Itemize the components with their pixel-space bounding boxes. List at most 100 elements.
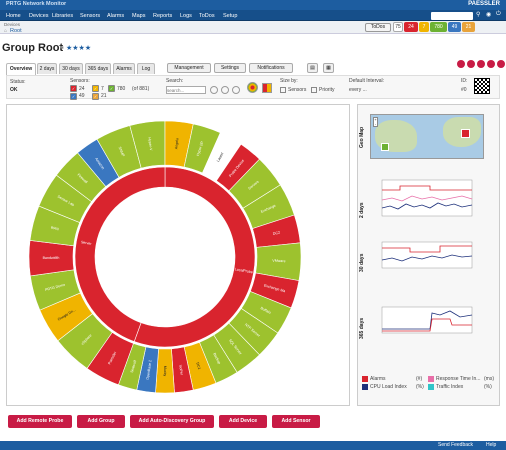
sunburst-outer-13-label: Laurel	[216, 152, 224, 163]
status-label: Status:	[10, 79, 26, 85]
filter-up-checkbox[interactable]: ✓	[108, 85, 115, 92]
badge-warning[interactable]: 7	[419, 22, 429, 32]
nav-setup[interactable]: Setup	[223, 13, 238, 19]
add-remote-probe-button[interactable]: Add Remote Probe	[8, 415, 72, 428]
favorite-icon[interactable]: ⚑	[59, 46, 65, 52]
nav-todos[interactable]: ToDos	[199, 13, 215, 19]
view-option-3-icon[interactable]	[232, 86, 240, 94]
sunburst-outer-25-label: IsoPer	[178, 364, 184, 376]
filter-paused-checkbox[interactable]: ✓	[70, 93, 77, 100]
nav-logs[interactable]: Logs	[180, 13, 192, 19]
home-icon[interactable]: ⌂	[4, 28, 8, 34]
nav-devices[interactable]: Devices	[29, 13, 49, 19]
nav-maps[interactable]: Maps	[132, 13, 146, 19]
breadcrumb-sub[interactable]: Devices	[4, 22, 21, 27]
badge-up[interactable]: 780	[430, 22, 447, 32]
add-auto-discovery-group-button[interactable]: Add Auto-Discovery Group	[130, 415, 214, 428]
sunburst-inner-0[interactable]	[133, 166, 256, 348]
filter-unusual-checkbox[interactable]: ✓	[92, 93, 99, 100]
notifications-button[interactable]: Notifications	[249, 63, 293, 73]
main-nav	[0, 10, 506, 21]
settings-button[interactable]: Settings	[214, 63, 246, 73]
priority-stars[interactable]: ★★★★	[66, 45, 92, 52]
badge-paused[interactable]: 49	[448, 22, 461, 32]
breadcrumb-root[interactable]: Root	[10, 28, 22, 34]
size-priority-checkbox[interactable]	[311, 87, 317, 93]
sunburst-outer-28[interactable]	[118, 343, 147, 391]
view-option-1-icon[interactable]	[210, 86, 218, 94]
sunburst-outer-10-label: Hyper-V	[147, 137, 153, 151]
search-icon[interactable]: ⚲	[476, 12, 481, 18]
logout-icon[interactable]: ⏻	[496, 11, 501, 17]
legend-label-traffic: Traffic Index	[436, 384, 464, 390]
nav-reports[interactable]: Reports	[153, 13, 173, 19]
sunburst-inner-0-label: LocalProbe	[234, 267, 253, 274]
graph-30days[interactable]	[370, 240, 486, 276]
interval-label: Default Interval:	[349, 78, 385, 84]
zoom-control-icon[interactable]: + -	[373, 117, 378, 127]
pause-circle-icon[interactable]	[467, 60, 475, 68]
graph-label-geomap: Geo Map	[359, 126, 365, 148]
tab-365days[interactable]: 365 days	[85, 63, 111, 74]
sunburst-outer-4-label: Bandwidth	[43, 256, 60, 260]
geo-marker-eu[interactable]	[461, 129, 470, 138]
tab-overview[interactable]: Overview	[6, 63, 36, 75]
management-button[interactable]: Management	[167, 63, 211, 73]
tab-alarms[interactable]: Alarms	[113, 63, 135, 74]
geo-map[interactable]: + -	[370, 114, 484, 159]
legend-swatch-alarms	[362, 376, 368, 382]
delete-circle-icon[interactable]	[487, 60, 495, 68]
more-circle-icon[interactable]	[497, 60, 505, 68]
search-input[interactable]	[431, 12, 473, 20]
sunburst-outer-23-label: Backup	[212, 352, 221, 365]
filter-search-input[interactable]	[166, 86, 206, 94]
title-bar: PRTG Network Monitor PAESSLER	[0, 0, 506, 10]
send-feedback-link[interactable]: Send Feedback	[438, 442, 474, 448]
legend-swatch-traffic	[428, 384, 434, 390]
sunburst-inner-1-label: Server	[81, 240, 93, 246]
size-sensors-label: Sensors	[288, 87, 307, 93]
sunburst-outer-8-label: Amazon	[94, 157, 105, 170]
clipboard-icon[interactable]: ▤	[307, 63, 318, 73]
view-option-2-icon[interactable]	[221, 86, 229, 94]
treemap-view-icon[interactable]	[262, 83, 272, 93]
sunburst-outer-18-label: VMware	[272, 259, 285, 263]
filter-warning-checkbox[interactable]: ✓	[92, 85, 99, 92]
nav-home[interactable]: Home	[6, 13, 21, 19]
add-device-button[interactable]: Add Device	[219, 415, 267, 428]
tab-log[interactable]: Log	[137, 63, 155, 74]
nav-libraries[interactable]: Libraries	[52, 13, 74, 19]
sunburst-outer-0-label: Paessler	[107, 350, 117, 365]
print-icon[interactable]: ▦	[323, 63, 334, 73]
todos-button[interactable]: ToDos	[365, 23, 391, 32]
add-group-button[interactable]: Add Group	[77, 415, 125, 428]
graph-365days[interactable]	[370, 305, 486, 345]
help-link[interactable]: Help	[486, 442, 497, 448]
add-circle-icon[interactable]	[457, 60, 465, 68]
nav-sensors[interactable]: Sensors	[80, 13, 101, 19]
sunburst-outer-26-label: Mucky	[163, 366, 167, 377]
tab-2days[interactable]: 2 days	[37, 63, 57, 74]
size-sensors-checkbox[interactable]	[280, 87, 286, 93]
tab-30days[interactable]: 30 days	[59, 63, 83, 74]
filter-down-count: 24	[79, 86, 85, 92]
sunburst-inner-1[interactable]	[74, 166, 166, 342]
nav-alarms[interactable]: Alarms	[107, 13, 125, 19]
sunburst-view-icon[interactable]	[247, 82, 258, 93]
sunburst-outer-11-label: Angelo	[174, 138, 179, 150]
sunburst-outer-16-label: Exchange	[260, 204, 276, 214]
sunburst-outer-12-label: Hyper (IP	[196, 140, 205, 156]
legend-unit-response: (ms)	[484, 376, 494, 382]
geo-marker-us[interactable]	[381, 143, 389, 151]
user-icon[interactable]: ◉	[486, 12, 492, 18]
filter-down-checkbox[interactable]: ✓	[70, 85, 77, 92]
add-sensor-button[interactable]: Add Sensor	[272, 415, 320, 428]
badge-down[interactable]: 24	[404, 22, 418, 32]
graph-2days[interactable]	[370, 178, 486, 222]
badge-unusual[interactable]: 21	[462, 22, 475, 32]
refresh-circle-icon[interactable]	[477, 60, 485, 68]
interval-value: every ...	[349, 87, 367, 93]
todos-count[interactable]: 75	[393, 22, 403, 32]
app-title: PRTG Network Monitor	[6, 1, 67, 7]
